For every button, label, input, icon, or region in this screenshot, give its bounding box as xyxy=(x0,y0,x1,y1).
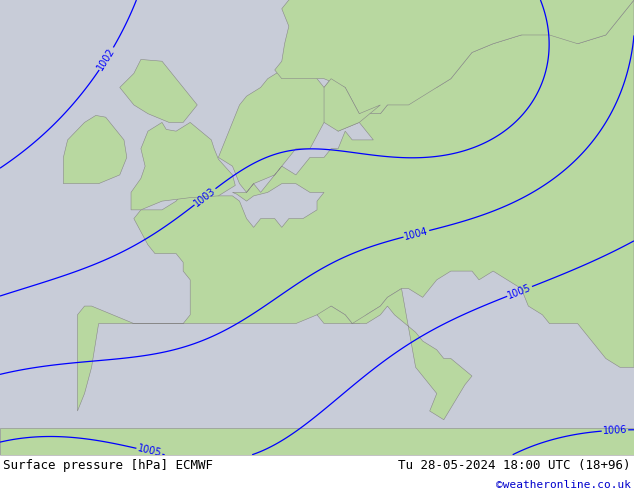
Text: 1002: 1002 xyxy=(96,46,117,72)
Polygon shape xyxy=(0,428,634,455)
Polygon shape xyxy=(317,289,472,420)
Text: 1004: 1004 xyxy=(403,226,429,242)
Text: 1006: 1006 xyxy=(602,425,628,436)
Polygon shape xyxy=(77,0,634,411)
Text: ©weatheronline.co.uk: ©weatheronline.co.uk xyxy=(496,480,631,490)
Text: 1003: 1003 xyxy=(192,185,217,208)
Text: 1005: 1005 xyxy=(507,282,533,300)
Polygon shape xyxy=(324,79,380,131)
Text: 1005: 1005 xyxy=(136,443,162,459)
Polygon shape xyxy=(120,59,197,122)
Polygon shape xyxy=(63,116,127,184)
Text: Surface pressure [hPa] ECMWF: Surface pressure [hPa] ECMWF xyxy=(3,459,213,472)
Polygon shape xyxy=(131,122,235,210)
Polygon shape xyxy=(275,0,634,114)
Text: Tu 28-05-2024 18:00 UTC (18+96): Tu 28-05-2024 18:00 UTC (18+96) xyxy=(398,459,631,472)
